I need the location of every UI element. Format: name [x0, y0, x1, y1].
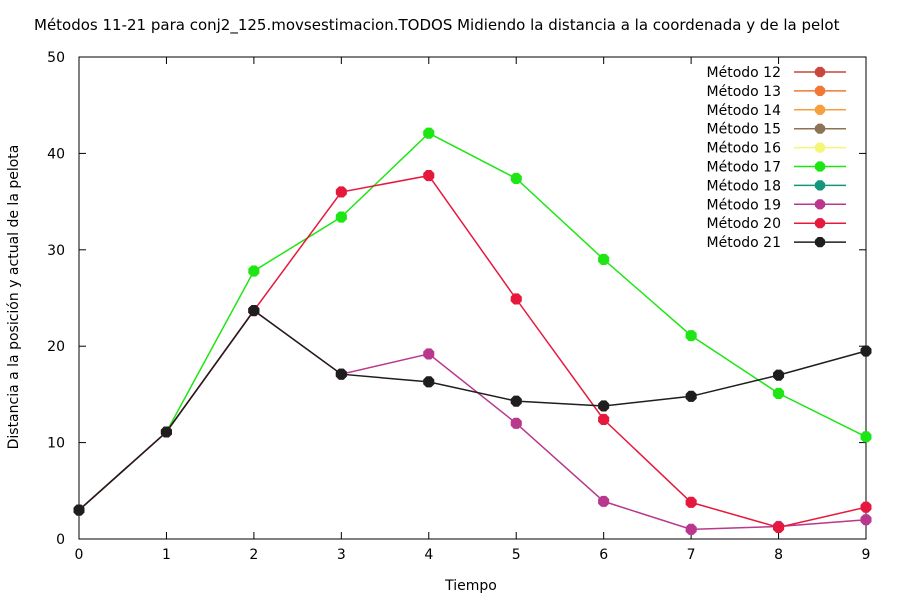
legend-swatch-marker	[814, 199, 826, 210]
data-point	[860, 431, 872, 443]
x-tick-label: 9	[862, 547, 871, 563]
data-point	[685, 330, 697, 342]
x-tick-label: 5	[512, 547, 521, 563]
plot-frame	[78, 56, 867, 540]
legend-swatch-marker	[814, 104, 826, 115]
data-point	[773, 521, 785, 533]
data-point	[510, 417, 522, 429]
y-tick-label: 20	[47, 339, 65, 355]
data-point	[510, 395, 522, 407]
series-line	[78, 309, 867, 511]
legend-swatch-marker	[814, 123, 826, 134]
data-point	[685, 390, 697, 402]
series-10	[73, 305, 872, 516]
data-point	[860, 514, 872, 526]
data-point	[685, 523, 697, 535]
data-point	[423, 127, 435, 139]
data-point	[685, 496, 697, 508]
legend-swatch-marker	[814, 66, 826, 78]
x-tick-label: 4	[424, 547, 433, 563]
data-point	[335, 211, 347, 223]
legend-label: Método 12	[707, 65, 781, 81]
data-point	[423, 348, 435, 360]
data-point	[860, 345, 872, 357]
series-line	[78, 132, 867, 511]
data-point	[598, 413, 610, 425]
data-point	[860, 501, 872, 513]
x-tick-label: 8	[774, 547, 783, 563]
legend-swatch-marker	[814, 180, 826, 191]
data-point	[160, 426, 172, 438]
legend-label: Método 21	[707, 235, 781, 251]
legend-label: Método 18	[707, 178, 781, 194]
data-point	[598, 400, 610, 412]
y-tick-label: 0	[56, 532, 65, 548]
legend-item: Método 16	[707, 141, 846, 157]
series-line	[78, 309, 867, 531]
y-tick-label: 10	[47, 436, 65, 452]
data-point	[73, 504, 85, 516]
legend-item: Método 17	[707, 160, 846, 176]
legend-item: Método 14	[707, 103, 846, 119]
data-point	[773, 369, 785, 381]
legend-label: Método 20	[707, 216, 781, 232]
legend-item: Método 15	[707, 122, 846, 138]
legend-swatch-marker	[814, 85, 826, 96]
legend-swatch-marker	[814, 218, 826, 229]
data-point	[510, 293, 522, 305]
legend-label: Método 14	[707, 103, 782, 119]
legend: Método 12 Método 13 Método 14 Método 15 Méto…	[707, 65, 846, 251]
legend-item: Método 18	[707, 178, 846, 194]
data-point	[248, 265, 260, 277]
x-tick-label: 3	[337, 547, 346, 563]
series-group	[73, 127, 872, 535]
chart-title: Métodos 11-21 para conj2_125.movsestimac…	[34, 16, 840, 34]
legend-label: Método 13	[707, 84, 781, 100]
axes-group: 0 1 2 3 4 5 6 7 8 9 0 10 20 30 40 50	[47, 50, 870, 563]
legend-swatch-marker	[814, 237, 826, 248]
x-tick-label: 2	[249, 547, 258, 563]
legend-label: Método 15	[707, 122, 781, 138]
data-point	[423, 376, 435, 388]
data-point	[248, 305, 260, 317]
legend-swatch-marker	[814, 161, 826, 172]
x-tick-label: 1	[162, 547, 171, 563]
y-tick-label: 40	[47, 146, 65, 162]
data-point	[335, 186, 347, 198]
legend-swatch-marker	[814, 142, 826, 153]
data-point	[773, 387, 785, 399]
x-tick-label: 6	[599, 547, 608, 563]
data-point	[598, 495, 610, 507]
legend-item: Método 13	[707, 84, 846, 100]
data-point	[335, 368, 347, 380]
y-axis-label: Distancia a la posición y actual de la p…	[6, 145, 22, 450]
x-axis-label: Tiempo	[444, 578, 497, 594]
legend-label: Método 16	[707, 141, 782, 157]
legend-label: Método 17	[707, 160, 781, 176]
x-tick-label: 7	[687, 547, 696, 563]
legend-item: Método 20	[707, 216, 846, 232]
x-tick-label: 0	[75, 547, 84, 563]
series-8	[73, 305, 872, 535]
y-tick-label: 30	[47, 243, 65, 259]
legend-label: Método 19	[707, 197, 781, 213]
data-point	[510, 172, 522, 184]
legend-item: Método 12	[707, 65, 846, 81]
legend-item: Método 21	[707, 235, 846, 251]
data-point	[598, 253, 610, 265]
legend-item: Método 19	[707, 197, 846, 213]
data-point	[423, 170, 435, 182]
y-tick-label: 50	[47, 50, 65, 66]
